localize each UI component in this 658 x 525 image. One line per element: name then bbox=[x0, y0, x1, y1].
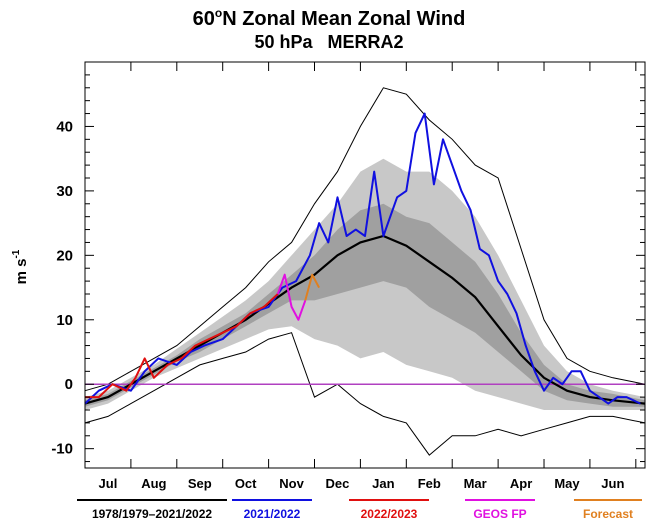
x-month-label: Nov bbox=[279, 476, 304, 491]
svg-text:m s-1: m s-1 bbox=[11, 249, 30, 284]
y-tick-label: -10 bbox=[51, 441, 73, 458]
legend-label: 1978/1979–2021/2022 bbox=[92, 507, 212, 521]
plot-frame bbox=[84, 61, 646, 469]
y-tick-label: 30 bbox=[56, 183, 73, 200]
y-axis-label: m s-1 bbox=[11, 249, 30, 284]
x-month-label: Dec bbox=[326, 476, 350, 491]
x-month-label: Oct bbox=[235, 476, 257, 491]
series-line-geos-fp bbox=[276, 273, 307, 321]
x-month-label: Jan bbox=[372, 476, 394, 491]
record-min-line bbox=[84, 332, 646, 456]
legend-label: Forecast bbox=[583, 507, 633, 521]
data-lines bbox=[84, 112, 646, 405]
legend-label: GEOS FP bbox=[473, 507, 526, 521]
legend-label: 2022/2023 bbox=[361, 507, 418, 521]
band-30-70 bbox=[85, 203, 645, 407]
series-line-2021-2022 bbox=[84, 112, 641, 405]
legend-label: 2021/2022 bbox=[244, 507, 301, 521]
y-tick-label: 0 bbox=[65, 376, 73, 393]
y-tick-label: 20 bbox=[56, 247, 73, 264]
x-month-label: Jul bbox=[99, 476, 118, 491]
climatology-mean-line bbox=[84, 234, 646, 405]
climatology-bands bbox=[84, 87, 646, 456]
x-month-label: Apr bbox=[510, 476, 532, 491]
x-month-label: Mar bbox=[464, 476, 487, 491]
y-tick-label: 10 bbox=[56, 312, 73, 329]
chart-title: 60oN Zonal Mean Zonal Wind bbox=[193, 6, 466, 30]
x-month-label: Jun bbox=[601, 476, 624, 491]
y-tick-label: 40 bbox=[56, 118, 73, 135]
x-month-label: Aug bbox=[141, 476, 166, 491]
x-month-label: Sep bbox=[188, 476, 212, 491]
series-line-2022-2023 bbox=[85, 293, 279, 399]
legend: 1978/1979–2021/2022 2021/2022 2022/2023 GEO… bbox=[77, 499, 642, 521]
record-max-line bbox=[84, 87, 646, 392]
axes: -10 0 10 20 30 40 Jul Aug Sep Oct Nov Dec Jan Feb Mar A… bbox=[51, 61, 646, 491]
x-month-label: May bbox=[554, 476, 580, 491]
chart-subtitle: 50 hPa MERRA2 bbox=[254, 32, 403, 52]
series-line-forecast bbox=[304, 273, 320, 301]
x-month-label: Feb bbox=[418, 476, 441, 491]
